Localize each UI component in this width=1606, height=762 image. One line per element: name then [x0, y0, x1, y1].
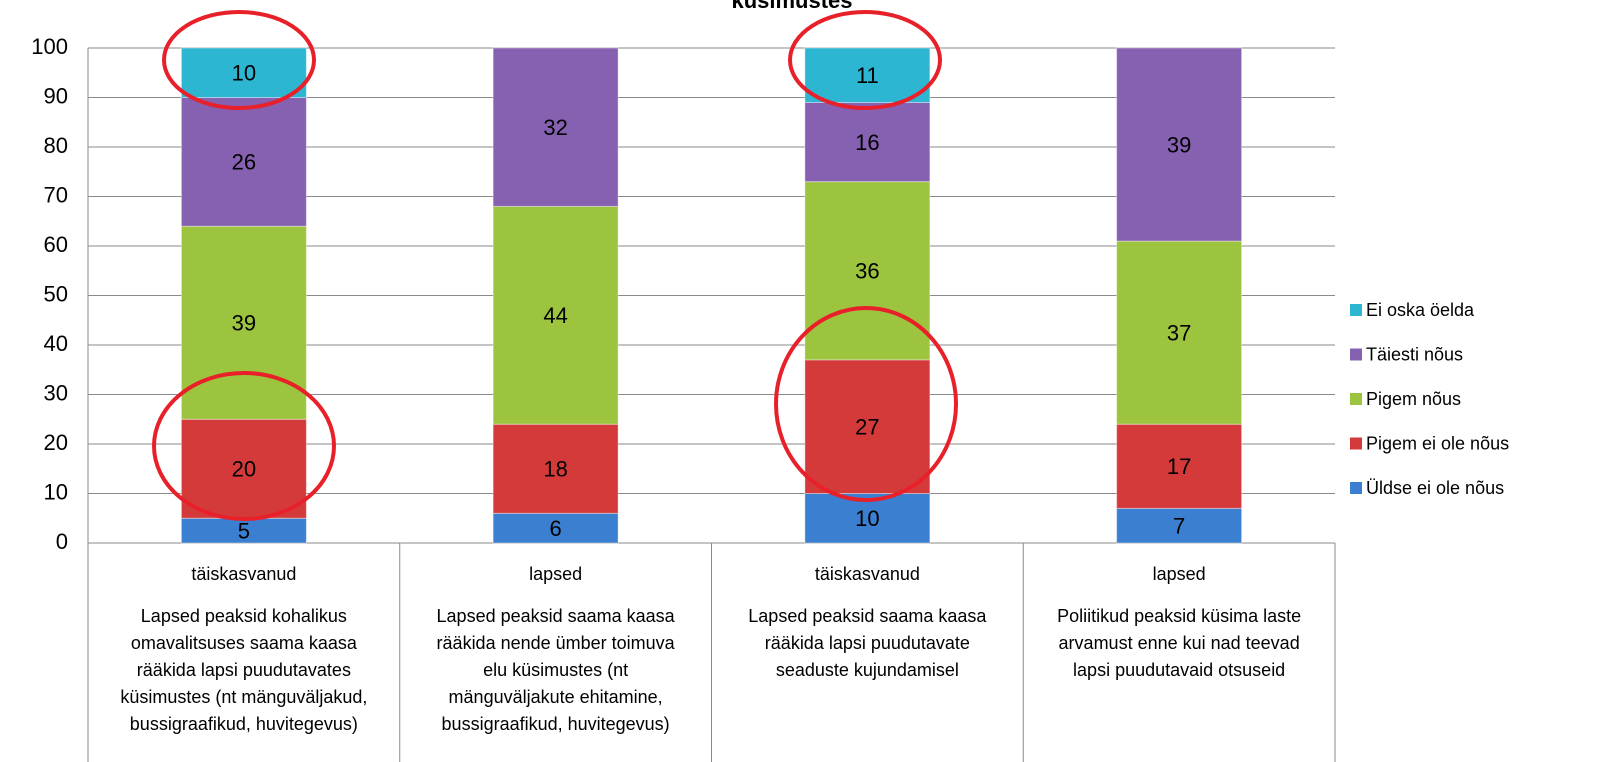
category-description: Lapsed peaksid saama kaasa: [437, 606, 676, 626]
category-description: bussigraafikud, huvitegevus): [130, 714, 358, 734]
value-label: 18: [543, 457, 567, 482]
category-description: küsimustes (nt mänguväljakud,: [120, 687, 367, 707]
category-description: Lapsed peaksid kohalikus: [141, 606, 347, 626]
value-label: 39: [232, 311, 256, 336]
legend-swatch: [1350, 438, 1362, 450]
chart: küsimustes 0 10 20 30 40 50 60 70 80 90 100 5 20 39 26…: [0, 0, 1606, 762]
legend-swatch: [1350, 304, 1362, 316]
value-label: 6: [550, 516, 562, 541]
value-label: 20: [232, 457, 256, 482]
value-label: 10: [855, 506, 879, 531]
legend-swatch: [1350, 349, 1362, 361]
value-label: 44: [543, 303, 567, 328]
x-tick-label: täiskasvanud: [191, 564, 296, 584]
value-label: 7: [1173, 513, 1185, 538]
value-label: 17: [1167, 454, 1191, 479]
y-tick-label: 60: [44, 232, 68, 257]
legend-swatch: [1350, 393, 1362, 405]
legend-swatch: [1350, 482, 1362, 494]
legend-label: Üldse ei ole nõus: [1366, 478, 1504, 498]
category-description: omavalitsuses saama kaasa: [131, 633, 358, 653]
value-label: 36: [855, 259, 879, 284]
category-description: arvamust enne kui nad teevad: [1059, 633, 1300, 653]
value-label: 32: [543, 115, 567, 140]
legend-label: Täiesti nõus: [1366, 344, 1463, 364]
y-tick-label: 90: [44, 83, 68, 108]
value-label: 5: [238, 518, 250, 543]
value-label: 11: [856, 63, 879, 88]
y-tick-label: 70: [44, 182, 68, 207]
chart-title: küsimustes: [731, 0, 852, 13]
category-description: Poliitikud peaksid küsima laste: [1057, 606, 1301, 626]
category-description: rääkida lapsi puudutavate: [765, 633, 970, 653]
category-description: rääkida lapsi puudutavates: [137, 660, 351, 680]
value-label: 16: [855, 130, 879, 155]
category-description: rääkida nende ümber toimuva: [437, 633, 676, 653]
y-tick-label: 0: [56, 529, 68, 554]
category-description: Lapsed peaksid saama kaasa: [748, 606, 987, 626]
value-label: 39: [1167, 132, 1191, 157]
category-description: lapsi puudutavaid otsuseid: [1073, 660, 1285, 680]
category-description: bussigraafikud, huvitegevus): [442, 714, 670, 734]
category-description: mänguväljakute ehitamine,: [449, 687, 663, 707]
y-tick-label: 40: [44, 331, 68, 356]
value-label: 27: [855, 414, 879, 439]
value-label: 37: [1167, 320, 1191, 345]
y-tick-label: 10: [44, 479, 68, 504]
y-tick-label: 20: [44, 430, 68, 455]
category-description: elu küsimustes (nt: [483, 660, 628, 680]
y-tick-label: 50: [44, 281, 68, 306]
legend-label: Pigem ei ole nõus: [1366, 433, 1509, 453]
x-tick-label: lapsed: [1153, 564, 1206, 584]
x-tick-label: lapsed: [529, 564, 582, 584]
legend-label: Ei oska öelda: [1366, 300, 1475, 320]
y-tick-label: 100: [31, 34, 68, 59]
y-tick-label: 30: [44, 380, 68, 405]
value-label: 26: [232, 150, 256, 175]
legend-label: Pigem nõus: [1366, 389, 1461, 409]
category-description: seaduste kujundamisel: [776, 660, 959, 680]
x-tick-label: täiskasvanud: [815, 564, 920, 584]
value-label: 10: [232, 61, 256, 86]
y-tick-label: 80: [44, 133, 68, 158]
